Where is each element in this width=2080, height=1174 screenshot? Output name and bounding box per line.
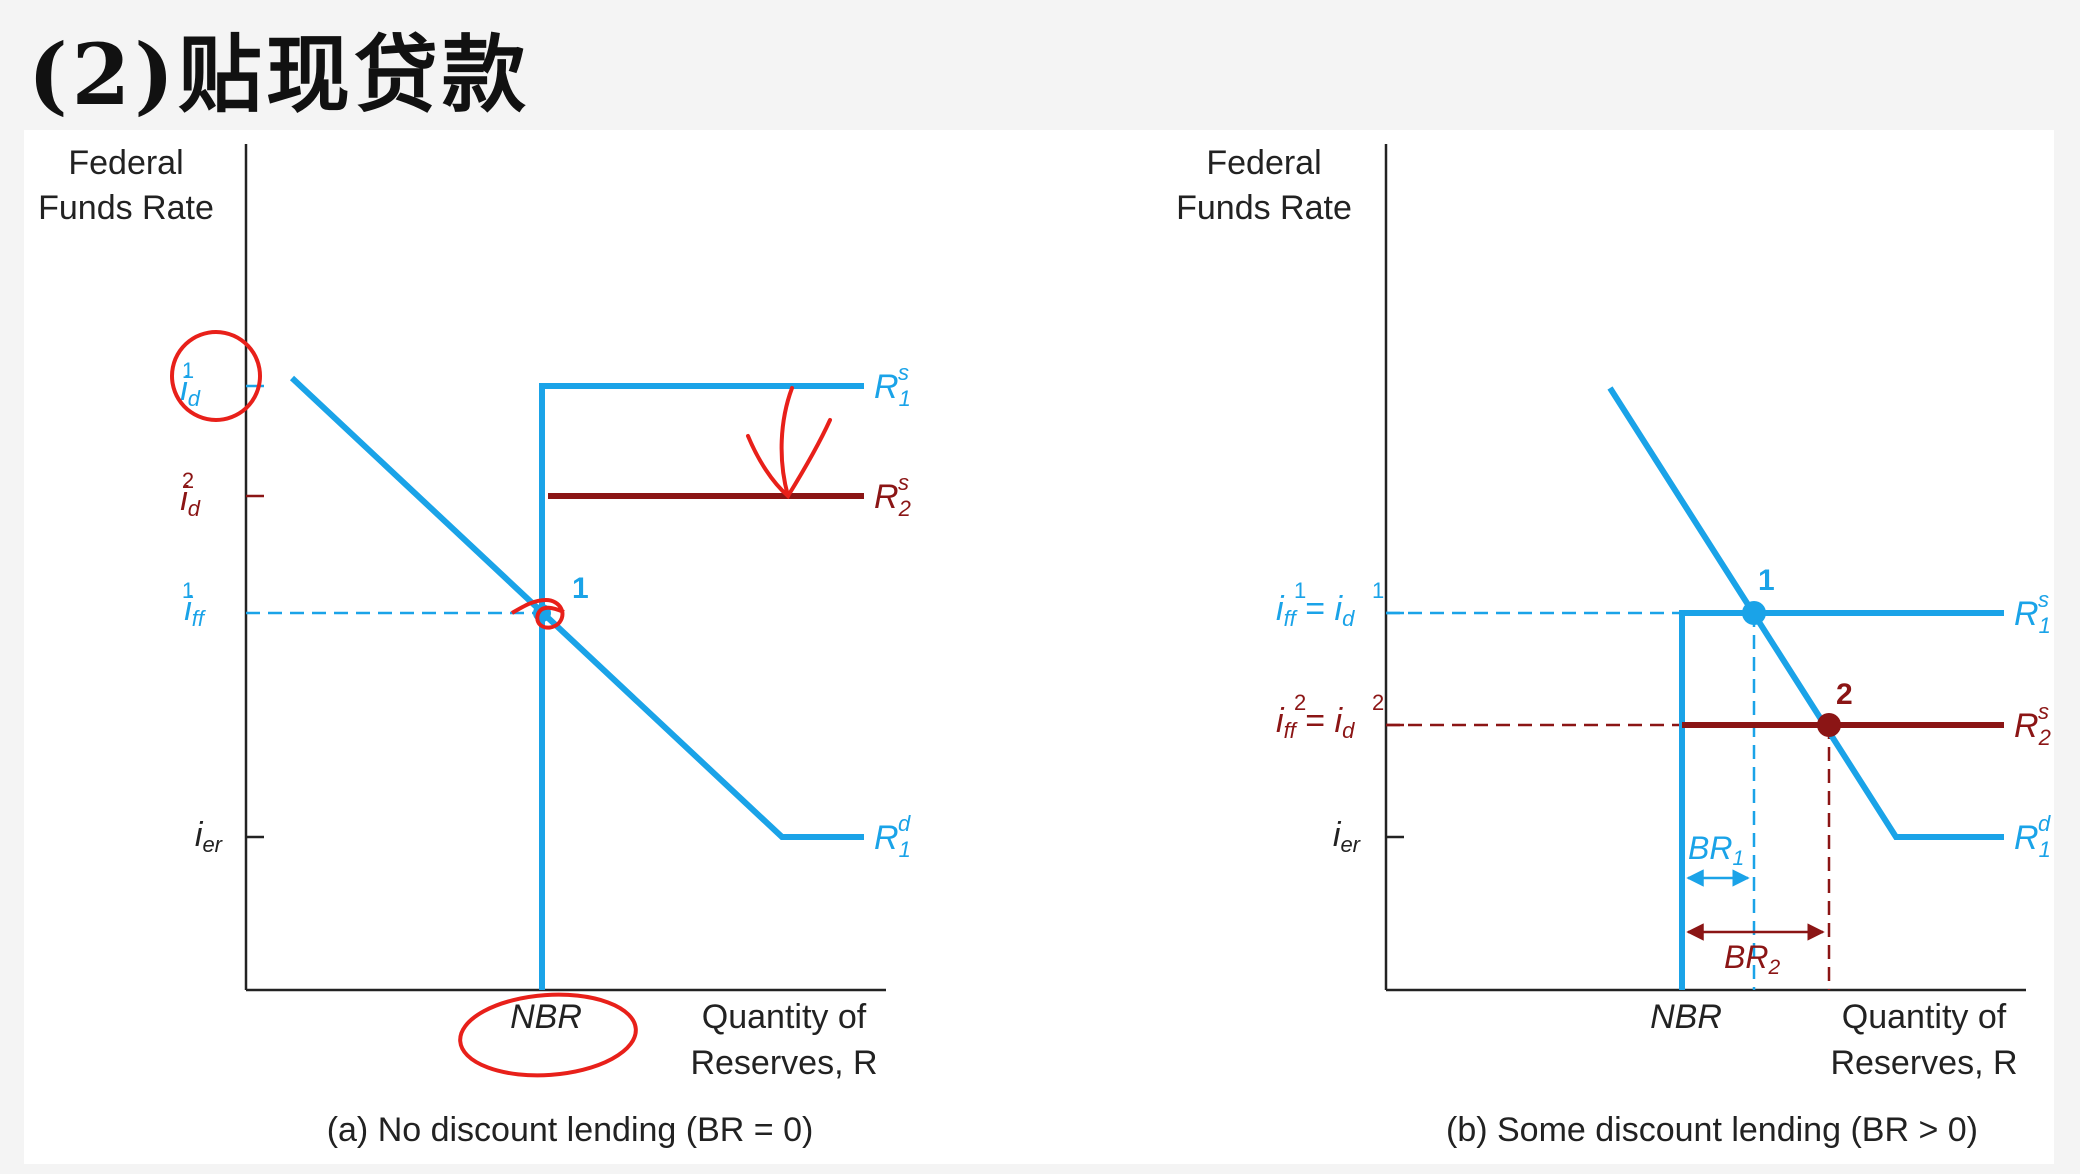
- panel-b-label-eq2-sup-right: 2: [1372, 690, 1384, 715]
- panel-b-label-rd1: R1: [2014, 819, 2051, 862]
- panel-a-y-axis-title-line1: Federal: [68, 144, 183, 182]
- page-title: (2)贴现贷款: [28, 25, 530, 124]
- panel-a-point-1-label: 1: [572, 572, 589, 605]
- annotation-circle-nbr: [458, 992, 638, 1078]
- panel-b-label-eq2-sup-left: 2: [1294, 690, 1306, 715]
- panel-a-supply-curve-rs1: [539, 383, 864, 990]
- annotation-loop-point-1: [510, 597, 565, 630]
- panel-a-x-axis-title-line2: Reserves, R: [690, 1044, 877, 1082]
- panel-a-label-iff1-sup: 1: [182, 578, 194, 603]
- panel-b-br2-label: BR2: [1724, 939, 1780, 979]
- panel-a-label-id1: id: [180, 370, 201, 411]
- panel-b-nbr-label: NBR: [1650, 998, 1722, 1036]
- panel-b-caption: (b) Some discount lending (BR > 0): [1446, 1111, 1978, 1149]
- panel-b-br1-label: BR1: [1688, 830, 1744, 870]
- panel-b-label-eq1-sup-right: 1: [1372, 578, 1384, 603]
- panel-b-x-axis-title-line1: Quantity of: [1842, 998, 2007, 1036]
- panel-b-equilibrium-point-1: [1742, 601, 1766, 625]
- panel-b-demand-curve-rd1: [1607, 386, 2004, 840]
- panel-b-label-rd1-sup: d: [2038, 811, 2051, 836]
- panel-a-label-rs1-sup: s: [898, 360, 909, 385]
- panel-b-label-eq2: iff = id: [1276, 702, 1355, 743]
- panel-b: Federal Funds Rate iff = id 1 1 iff = id…: [1176, 144, 2051, 1149]
- panel-a-label-rs1: R1: [874, 368, 911, 411]
- panel-a-label-iff1: iff: [184, 590, 207, 631]
- panel-b-point-1-label: 1: [1758, 564, 1775, 597]
- panel-a-label-ier: ier: [195, 816, 224, 857]
- panel-b-equilibrium-point-2: [1817, 713, 1841, 737]
- panel-b-label-rs1-sup: s: [2038, 587, 2049, 612]
- panel-b-point-2-label: 2: [1836, 678, 1853, 711]
- panel-b-label-eq1: iff = id: [1276, 590, 1355, 631]
- panel-b-label-eq1-sup-left: 1: [1294, 578, 1306, 603]
- panel-a-label-id2-sup: 2: [182, 468, 194, 493]
- panel-a-label-id1-sup: 1: [182, 358, 194, 383]
- panel-b-x-axis-title-line2: Reserves, R: [1830, 1044, 2017, 1082]
- panel-a-label-rd1-sup: d: [898, 811, 911, 836]
- panel-b-y-axis-title-line2: Funds Rate: [1176, 189, 1352, 227]
- panel-a-label-id2: id: [180, 480, 201, 521]
- figure-card: Federal Funds Rate id 1 id 2 iff 1 ier 1…: [24, 130, 2054, 1164]
- panel-a: Federal Funds Rate id 1 id 2 iff 1 ier 1…: [38, 144, 911, 1149]
- panel-b-label-ier: ier: [1333, 816, 1362, 857]
- panel-a-y-axis-title-line2: Funds Rate: [38, 189, 214, 227]
- panel-b-supply-curve-rs1: [1679, 610, 2004, 990]
- panel-a-label-rs2-sup: s: [898, 470, 909, 495]
- panel-b-label-rs1: R1: [2014, 595, 2051, 638]
- annotation-down-arrow: [746, 386, 832, 500]
- panel-a-demand-curve-rd1: [289, 375, 864, 840]
- panel-b-label-rs2-sup: s: [2038, 699, 2049, 724]
- panel-a-nbr-label: NBR: [510, 998, 582, 1036]
- panel-a-label-rd1: R1: [874, 819, 911, 862]
- panel-a-label-rs2: R2: [874, 478, 911, 521]
- annotation-circle-id1: [170, 330, 262, 422]
- panel-b-y-axis-title-line1: Federal: [1206, 144, 1321, 182]
- panel-a-caption: (a) No discount lending (BR = 0): [327, 1111, 814, 1149]
- panel-b-label-rs2: R2: [2014, 707, 2051, 750]
- discount-lending-diagram: Federal Funds Rate id 1 id 2 iff 1 ier 1…: [38, 144, 2051, 1149]
- panel-a-x-axis-title-line1: Quantity of: [702, 998, 867, 1036]
